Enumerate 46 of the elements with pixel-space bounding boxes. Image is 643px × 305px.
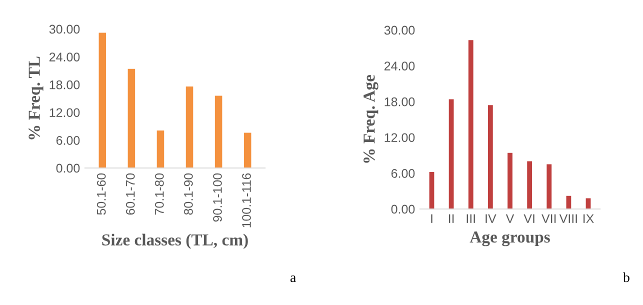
x-axis-title: Size classes (TL, cm) <box>102 234 248 249</box>
x-tick-label: VII <box>542 214 556 223</box>
y-tick-label: 6.00 <box>391 169 415 178</box>
bar <box>429 172 434 209</box>
y-tick-label: 0.00 <box>391 204 415 214</box>
y-tick-label: 12.00 <box>384 133 415 142</box>
x-tick-label: IV <box>486 214 496 223</box>
y-tick-label: 0.00 <box>56 164 80 173</box>
x-tick-label: 80.1-90 <box>184 173 193 215</box>
y-tick-label: 30.00 <box>384 26 415 35</box>
y-tick-label: 30.00 <box>49 24 80 34</box>
x-tick-label: III <box>466 214 475 223</box>
bar <box>214 96 222 168</box>
text: b <box>623 272 630 282</box>
text: a <box>290 275 296 282</box>
y-tick-label: 18.00 <box>50 80 80 90</box>
x-tick-label: 100.1-116 <box>242 173 251 228</box>
bar <box>527 161 532 209</box>
x-tick-label: V <box>506 214 514 223</box>
x-axis-title: Age groups <box>470 232 550 246</box>
y-tick-label: 24.00 <box>384 62 415 70</box>
x-tick-label: 70.1-80 <box>154 173 164 215</box>
x-tick-label: 50.1-60 <box>96 173 106 215</box>
bar <box>186 86 194 168</box>
x-tick-label: VIII <box>559 214 577 223</box>
bar <box>488 105 493 209</box>
bar <box>156 130 164 168</box>
x-tick-label: 60.1-70 <box>126 173 135 215</box>
y-tick-label: 18.00 <box>384 97 415 106</box>
x-tick-label: II <box>448 214 454 223</box>
x-tick-label: I <box>431 214 432 223</box>
bar <box>98 32 106 168</box>
y-tick-label: 24.00 <box>49 52 80 62</box>
x-tick-label: 90.1-100 <box>213 173 222 222</box>
x-tick-label: IX <box>584 214 594 223</box>
bar <box>468 40 474 209</box>
x-tick-label: VI <box>524 214 534 223</box>
bar <box>508 152 512 209</box>
y-axis-title: % Freq. TL <box>28 56 44 140</box>
y-tick-label: 12.00 <box>50 108 80 118</box>
bar <box>128 68 136 168</box>
y-axis-title: % Freq. Age <box>364 74 378 163</box>
y-tick-label: 6.00 <box>56 136 80 145</box>
bar <box>546 164 552 209</box>
bar <box>448 99 454 209</box>
bar <box>244 132 252 168</box>
